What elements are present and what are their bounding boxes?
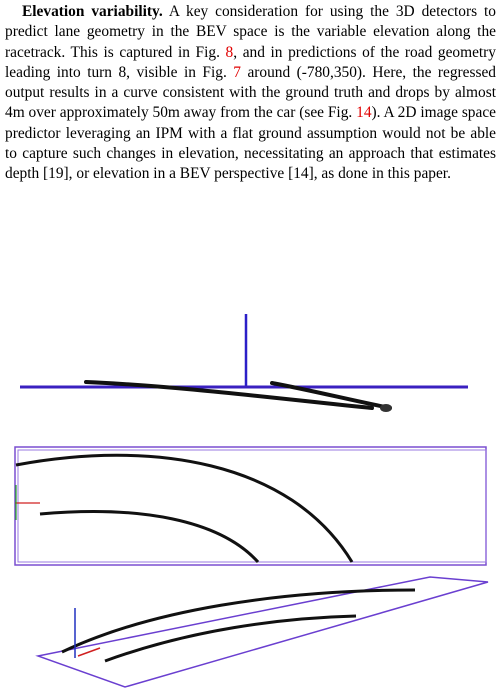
lane-curve <box>84 380 374 410</box>
paragraph-text: around (-780,350). Here, the regressed o… <box>5 63 496 122</box>
lane-curve <box>270 381 392 410</box>
lane-curve <box>104 614 357 663</box>
figure-reference[interactable]: 14 <box>356 104 372 122</box>
paragraph: Elevation variability. A key considerati… <box>5 2 496 185</box>
curve-end <box>380 404 392 412</box>
side-view-panel <box>20 314 468 412</box>
lane-curve <box>39 509 260 564</box>
lane-curve <box>61 588 416 654</box>
x-axis-marker <box>77 647 101 657</box>
paragraph-text: , and in predictions of the road geometr… <box>5 43 497 81</box>
lane-curve <box>15 453 354 563</box>
panel-frame <box>17 449 487 563</box>
figure-reference[interactable]: 7 <box>233 63 241 81</box>
panel-frame <box>14 446 487 566</box>
paragraph-text: A key consideration for using the 3D det… <box>5 3 497 61</box>
panel-frame <box>35 576 489 688</box>
paragraph-heading: Elevation variability. <box>22 3 163 20</box>
top-view-panel <box>14 446 487 566</box>
figure <box>14 314 489 688</box>
figure-reference[interactable]: 8 <box>225 43 234 61</box>
perspective-panel <box>35 576 489 688</box>
paragraph-text: ). A 2D image space predictor leveraging… <box>5 104 497 183</box>
